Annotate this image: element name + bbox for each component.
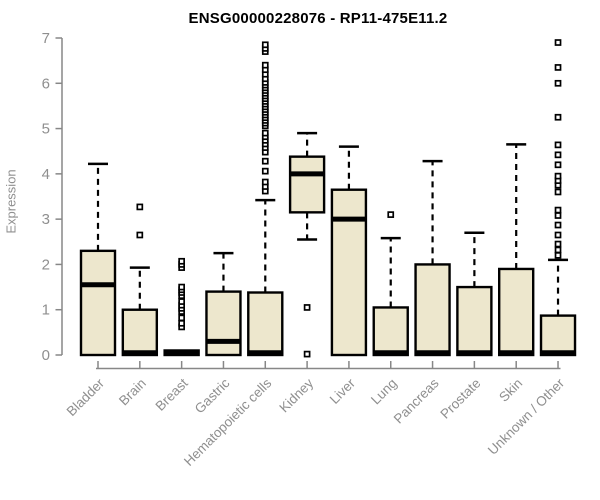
outlier-point (136, 231, 144, 239)
outlier-point (554, 64, 562, 71)
x-tick-label: Brain (116, 376, 149, 409)
outlier-point (554, 188, 562, 196)
x-tick-label: Kidney (276, 375, 316, 415)
iqr-box (205, 290, 242, 357)
outlier-point (178, 298, 185, 305)
outlier-point (554, 172, 562, 180)
outlier-point (554, 79, 562, 87)
outlier-point (554, 39, 562, 46)
x-tick-label: Pancreas (391, 375, 442, 426)
x-tick-label: Bladder (64, 375, 108, 419)
outlier-point (178, 257, 185, 265)
iqr-box (539, 314, 577, 357)
outlier-point (554, 221, 562, 229)
outlier-point (554, 161, 562, 169)
y-tick-label: 3 (42, 211, 50, 228)
outlier-point (554, 141, 562, 149)
outlier-point (554, 246, 562, 254)
x-tick-label: Prostate (437, 376, 483, 422)
outlier-point (303, 350, 311, 358)
box-group-gastric: Gastric (192, 251, 242, 416)
y-tick-label: 1 (42, 302, 50, 319)
outlier-point (554, 206, 562, 214)
outlier-point (178, 319, 185, 327)
iqr-box (330, 188, 368, 357)
outlier-point (178, 283, 185, 291)
outlier-point (387, 211, 395, 218)
iqr-box (79, 249, 117, 357)
iqr-box (414, 263, 451, 357)
x-tick-label: Skin (496, 376, 525, 405)
iqr-box (372, 306, 409, 357)
outlier-point (261, 157, 269, 165)
outlier-point (554, 240, 562, 248)
outlier-point (261, 129, 269, 137)
outlier-point (554, 231, 562, 239)
x-tick-label: Breast (153, 375, 191, 413)
outlier-point (261, 41, 269, 49)
outlier-point (554, 252, 562, 259)
y-tick-label: 5 (42, 121, 50, 138)
box-group-lung: Lung (368, 211, 409, 408)
outlier-point (261, 178, 269, 186)
outlier-point (554, 113, 562, 121)
outlier-point (178, 314, 185, 322)
box-group-bladder: Bladder (64, 162, 117, 419)
outlier-point (303, 304, 311, 311)
y-tick-label: 6 (42, 75, 50, 92)
x-tick-label: Unknown / Other (485, 375, 568, 458)
outlier-point (261, 167, 269, 175)
iqr-box (456, 285, 493, 357)
outlier-point (261, 61, 269, 69)
outlier-point (554, 212, 562, 219)
y-tick-label: 7 (42, 30, 50, 47)
iqr-box (121, 308, 159, 357)
box-group-kidney: Kidney (276, 131, 326, 415)
box-group-liver: Liver (327, 145, 368, 407)
chart-title: ENSG00000228076 - RP11-475E11.2 (188, 10, 448, 27)
outlier-point (136, 203, 144, 211)
x-tick-label: Liver (327, 375, 359, 407)
iqr-box (498, 267, 535, 357)
box-group-brain: Brain (116, 203, 159, 409)
outlier-point (554, 151, 562, 159)
iqr-box (247, 291, 284, 357)
iqr-box (288, 155, 326, 214)
x-tick-label: Gastric (192, 375, 233, 416)
y-tick-label: 2 (42, 256, 50, 273)
x-tick-label: Lung (368, 376, 400, 408)
box-group-pancreas: Pancreas (391, 159, 451, 426)
y-tick-label: 0 (42, 347, 50, 364)
box-group-skin: Skin (496, 143, 535, 405)
y-tick-label: 4 (42, 166, 50, 183)
box-group-breast: Breast (153, 257, 200, 414)
